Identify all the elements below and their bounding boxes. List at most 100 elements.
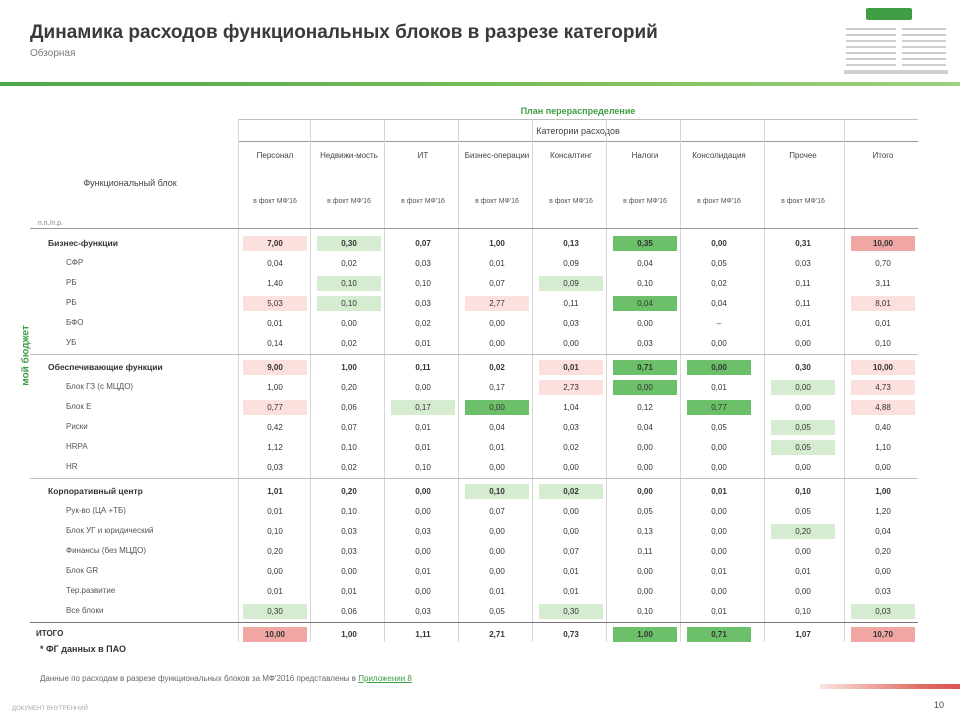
header-line-top bbox=[238, 119, 918, 120]
table-cell: 1,12 bbox=[267, 443, 283, 452]
table-cell: 0,00 bbox=[489, 547, 505, 556]
table-cell: 1,00 bbox=[875, 487, 891, 496]
table-cell: 0,10 bbox=[317, 276, 381, 291]
table-cell: 0,30 bbox=[243, 604, 307, 619]
row-label: БФО bbox=[66, 318, 84, 327]
table-cell: 0,01 bbox=[415, 567, 431, 576]
row-label: Рук-во (ЦА +ТБ) bbox=[66, 506, 126, 515]
table-cell: 0,73 bbox=[563, 630, 579, 639]
table-cell: 0,00 bbox=[875, 567, 891, 576]
table-row: HR 0,03 0,02 0,10 0,00 0,00 0,00 0,00 0,00 0,00 bbox=[30, 457, 918, 477]
table-cell: 0,10 bbox=[795, 487, 811, 496]
table-cell: 0,12 bbox=[637, 403, 653, 412]
table-cell: 0,10 bbox=[795, 607, 811, 616]
table-cell: 0,20 bbox=[771, 524, 835, 539]
table-cell: 0,01 bbox=[489, 587, 505, 596]
table-cell: 0,00 bbox=[637, 587, 653, 596]
appendix-link[interactable]: Приложении 8 bbox=[358, 674, 412, 683]
table-cell: 0,77 bbox=[687, 400, 751, 415]
table-row: HRPA 1,12 0,10 0,01 0,01 0,02 0,00 0,00 0,05 1,10 bbox=[30, 437, 918, 457]
table-cell: 0,00 bbox=[711, 463, 727, 472]
row-label: Тер.развитие bbox=[66, 586, 116, 595]
table-row: Блок Е 0,77 0,06 0,17 0,00 1,04 0,12 0,77 0,00 4,… bbox=[30, 397, 918, 417]
table-cell: 0,00 bbox=[415, 383, 431, 392]
table-cell: 0,04 bbox=[637, 423, 653, 432]
table-cell: 0,30 bbox=[795, 363, 811, 372]
row-label: Все блоки bbox=[66, 606, 104, 615]
table-cell: 0,20 bbox=[341, 487, 357, 496]
table-cell: 0,00 bbox=[711, 339, 727, 348]
table-cell: 0,11 bbox=[637, 547, 653, 556]
table-cell: 0,00 bbox=[637, 487, 653, 496]
table-cell: 0,35 bbox=[613, 236, 677, 251]
table-cell: 0,05 bbox=[489, 607, 505, 616]
table-cell: 0,17 bbox=[391, 400, 455, 415]
table-cell: 0,05 bbox=[771, 420, 835, 435]
table-cell: 0,17 bbox=[489, 383, 505, 392]
group-row: Обеспечивающие функции 9,00 1,00 0,11 0,02 0,… bbox=[30, 357, 918, 377]
table-cell: 0,10 bbox=[875, 339, 891, 348]
column-header-2: Недвижи-мость bbox=[320, 151, 378, 160]
table-cell: 0,10 bbox=[341, 507, 357, 516]
table-cell: 0,00 bbox=[415, 507, 431, 516]
table-cell: 10,00 bbox=[243, 627, 307, 642]
table-cell: 1,00 bbox=[341, 363, 357, 372]
table-cell: 0,02 bbox=[341, 259, 357, 268]
table-cell: 0,00 bbox=[563, 507, 579, 516]
table-cell: 0,07 bbox=[563, 547, 579, 556]
table-cell: 0,13 bbox=[637, 527, 653, 536]
table-cell: 0,03 bbox=[851, 604, 915, 619]
table-cell: 0,07 bbox=[489, 507, 505, 516]
table-cell: 0,00 bbox=[687, 360, 751, 375]
table-row: УБ 0,14 0,02 0,01 0,00 0,00 0,03 0,00 0,00 0,10 bbox=[30, 333, 918, 353]
table-cell: 0,04 bbox=[267, 259, 283, 268]
table-cell: 0,02 bbox=[341, 339, 357, 348]
table-cell: 0,00 bbox=[637, 567, 653, 576]
table-cell: 0,03 bbox=[267, 463, 283, 472]
table-cell: 1,00 bbox=[267, 383, 283, 392]
table-cell: 0,00 bbox=[563, 339, 579, 348]
table-cell: 0,01 bbox=[267, 319, 283, 328]
table-cell: 0,03 bbox=[795, 259, 811, 268]
column-subheader-8: в фокт МФ'16 bbox=[781, 198, 825, 205]
row-label: Блок ГЗ (с МЦДО) bbox=[66, 382, 134, 391]
table-cell: 0,04 bbox=[489, 423, 505, 432]
group-row: Бизнес-функции 7,00 0,30 0,07 1,00 0,13 0,35 0,… bbox=[30, 233, 918, 253]
table-cell: 0,10 bbox=[415, 279, 431, 288]
table-cell: 0,04 bbox=[613, 296, 677, 311]
table-cell: 0,00 bbox=[711, 527, 727, 536]
category-line bbox=[238, 141, 918, 142]
table-cell: 0,10 bbox=[415, 463, 431, 472]
table-cell: 0,03 bbox=[563, 423, 579, 432]
row-label: Финансы (без МЦДО) bbox=[66, 546, 147, 555]
table-cell: – bbox=[716, 319, 722, 328]
table-row: Блок УГ и юридический 0,10 0,03 0,03 0,00 0,0… bbox=[30, 521, 918, 541]
column-divider bbox=[680, 119, 681, 642]
table-cell: 0,01 bbox=[415, 423, 431, 432]
table-cell: 0,10 bbox=[465, 484, 529, 499]
block-column-header: Функциональный блок bbox=[83, 178, 177, 188]
table-cell: 10,00 bbox=[851, 360, 915, 375]
table-cell: 0,00 bbox=[341, 567, 357, 576]
column-divider bbox=[606, 119, 607, 642]
table-cell: 7,00 bbox=[243, 236, 307, 251]
table-cell: 0,10 bbox=[637, 279, 653, 288]
table-cell: 0,13 bbox=[563, 239, 579, 248]
table-cell: 0,03 bbox=[341, 547, 357, 556]
table-cell: 0,06 bbox=[341, 607, 357, 616]
table-cell: 0,03 bbox=[415, 527, 431, 536]
table-cell: 9,00 bbox=[243, 360, 307, 375]
table-cell: 0,03 bbox=[875, 587, 891, 596]
table-row: РБ 5,03 0,10 0,03 2,77 0,11 0,04 0,04 0,11 8,01 bbox=[30, 293, 918, 313]
table-cell: 0,20 bbox=[267, 547, 283, 556]
table-cell: 0,71 bbox=[613, 360, 677, 375]
table-cell: 0,00 bbox=[489, 319, 505, 328]
table-cell: 0,00 bbox=[465, 400, 529, 415]
table-cell: 0,00 bbox=[795, 339, 811, 348]
column-subheader-1: в фокт МФ'16 bbox=[253, 198, 297, 205]
plan-label: План перераспределение bbox=[520, 106, 636, 116]
table-cell: 0,00 bbox=[771, 380, 835, 395]
column-header-6: Налоги bbox=[631, 151, 659, 160]
table-cell: 0,00 bbox=[489, 339, 505, 348]
table-cell: 0,11 bbox=[795, 279, 811, 288]
